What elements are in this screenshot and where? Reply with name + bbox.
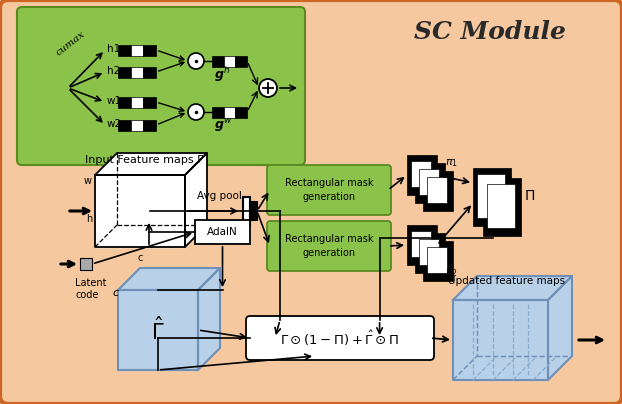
Text: Latent
code: Latent code bbox=[75, 278, 106, 300]
Bar bbox=[143, 120, 156, 130]
Bar bbox=[212, 55, 224, 67]
Polygon shape bbox=[453, 300, 548, 380]
Polygon shape bbox=[118, 268, 220, 290]
Text: $\boldsymbol{g}^h$: $\boldsymbol{g}^h$ bbox=[214, 65, 230, 84]
Text: c: c bbox=[137, 253, 142, 263]
Polygon shape bbox=[120, 160, 140, 178]
Bar bbox=[407, 155, 437, 195]
FancyBboxPatch shape bbox=[267, 165, 391, 215]
Bar bbox=[487, 184, 515, 228]
Text: Avg pool: Avg pool bbox=[197, 191, 242, 201]
Text: AdaIN: AdaIN bbox=[207, 227, 238, 237]
Text: Updated feature maps: Updated feature maps bbox=[448, 276, 565, 286]
Bar bbox=[118, 97, 131, 107]
Text: cumax: cumax bbox=[54, 29, 86, 57]
Bar bbox=[118, 67, 131, 78]
Polygon shape bbox=[453, 276, 572, 300]
Bar bbox=[477, 174, 505, 218]
Text: w: w bbox=[84, 176, 92, 186]
Text: h1: h1 bbox=[107, 44, 120, 54]
Bar bbox=[131, 120, 143, 130]
Text: SC Module: SC Module bbox=[414, 20, 566, 44]
Bar bbox=[419, 239, 439, 265]
FancyBboxPatch shape bbox=[246, 316, 434, 360]
Bar bbox=[473, 168, 511, 226]
Bar bbox=[411, 161, 431, 187]
Circle shape bbox=[259, 79, 277, 97]
Bar bbox=[415, 233, 445, 273]
Bar bbox=[195, 220, 250, 244]
Polygon shape bbox=[95, 175, 185, 247]
Bar bbox=[143, 44, 156, 55]
Text: h2: h2 bbox=[107, 66, 120, 76]
Bar bbox=[243, 197, 250, 225]
FancyBboxPatch shape bbox=[267, 221, 391, 271]
Text: Rectangular mask
generation: Rectangular mask generation bbox=[285, 234, 373, 258]
Circle shape bbox=[188, 104, 204, 120]
Text: $\pi_1$: $\pi_1$ bbox=[445, 157, 458, 169]
Bar bbox=[419, 169, 439, 195]
Polygon shape bbox=[548, 276, 572, 380]
Bar bbox=[118, 44, 131, 55]
Bar bbox=[224, 55, 235, 67]
Bar bbox=[131, 97, 143, 107]
Bar bbox=[235, 55, 247, 67]
Bar bbox=[407, 225, 437, 265]
Bar bbox=[423, 171, 453, 211]
Text: Rectangular mask
generation: Rectangular mask generation bbox=[285, 179, 373, 202]
Bar bbox=[415, 163, 445, 203]
Text: $\boldsymbol{g}^w$: $\boldsymbol{g}^w$ bbox=[214, 118, 232, 135]
Bar bbox=[143, 67, 156, 78]
Text: $c$: $c$ bbox=[112, 288, 120, 298]
Circle shape bbox=[188, 53, 204, 69]
Text: w1: w1 bbox=[107, 96, 122, 106]
Bar bbox=[483, 178, 521, 236]
Bar bbox=[224, 107, 235, 118]
Polygon shape bbox=[118, 290, 198, 370]
Text: $\Gamma \odot (1-\Pi) + \hat{\Gamma} \odot \Pi$: $\Gamma \odot (1-\Pi) + \hat{\Gamma} \od… bbox=[281, 328, 399, 347]
Text: w2: w2 bbox=[107, 119, 122, 129]
Bar bbox=[427, 177, 447, 203]
Text: h: h bbox=[86, 214, 92, 224]
Text: $\hat{\Gamma}$: $\hat{\Gamma}$ bbox=[151, 316, 165, 344]
Bar bbox=[212, 107, 224, 118]
Bar bbox=[118, 120, 131, 130]
Bar bbox=[131, 67, 143, 78]
Bar bbox=[80, 258, 92, 270]
FancyBboxPatch shape bbox=[17, 7, 305, 165]
Bar bbox=[235, 107, 247, 118]
Polygon shape bbox=[185, 153, 207, 247]
Bar bbox=[143, 97, 156, 107]
Polygon shape bbox=[95, 153, 207, 175]
Bar bbox=[131, 44, 143, 55]
Bar bbox=[423, 241, 453, 281]
Text: Input Feature maps Γ: Input Feature maps Γ bbox=[85, 155, 203, 165]
Text: Π: Π bbox=[525, 189, 536, 203]
Polygon shape bbox=[198, 268, 220, 370]
Bar bbox=[411, 231, 431, 257]
Text: $\pi_2$: $\pi_2$ bbox=[445, 267, 458, 279]
Bar bbox=[250, 202, 257, 220]
Bar bbox=[427, 247, 447, 273]
